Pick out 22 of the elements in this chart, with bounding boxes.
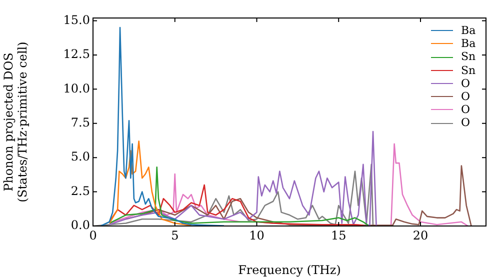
legend-label: Sn [461,50,476,64]
legend-label: Sn [461,64,476,77]
y-tick-label: 12.5 [63,47,90,62]
x-tick-label: 15 [330,228,346,242]
x-tick-label: 0 [89,228,97,242]
y-tick-label: 2.5 [70,184,90,198]
x-tick-label: 20 [412,228,428,242]
legend-label: Ba [461,37,476,50]
x-tick-label: 10 [249,228,264,242]
y-tick-label: 15.0 [63,12,90,27]
x-axis-title: Frequency (THz) [238,262,341,277]
y-tick-label: 10.0 [63,81,90,96]
legend-label: O [461,90,470,104]
y-tick-label: 0.0 [70,218,90,232]
y-tick-label: 5.0 [70,150,90,164]
y-tick-label: 7.5 [70,115,90,130]
legend-label: O [461,116,470,130]
legend-label: O [461,76,470,90]
legend-label: Ba [461,24,476,38]
legend-label: O [461,103,470,116]
y-axis-title: Phonon projected DOS (States/THz·primitive cell) [1,42,30,202]
x-tick-label: 5 [171,228,179,242]
